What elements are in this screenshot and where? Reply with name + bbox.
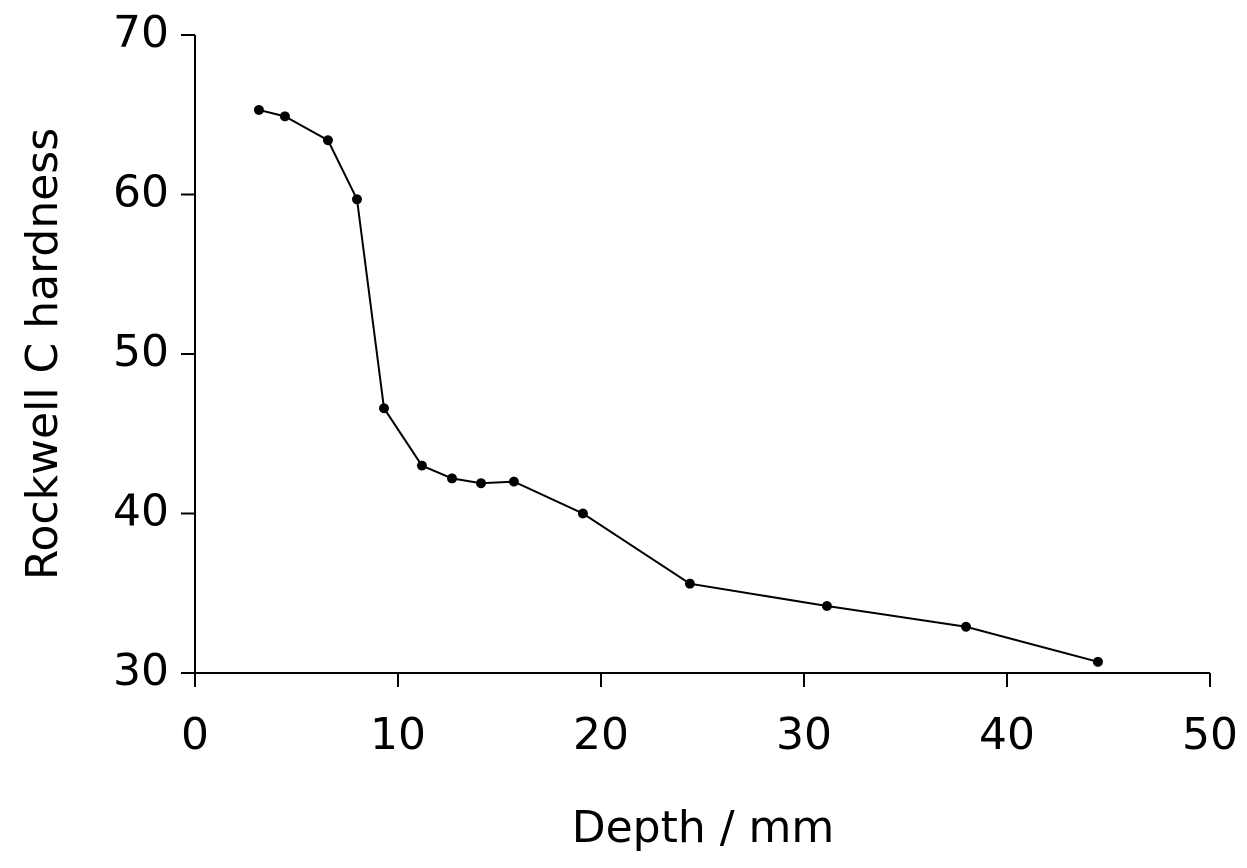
data-line [258,108,1099,663]
data-point [446,473,457,484]
data-point [577,508,588,519]
data-point [416,460,427,471]
data-point [684,578,695,589]
x-tick-label: 50 [1182,709,1238,760]
data-point [351,194,362,205]
data-point [476,478,487,489]
y-tick-label: 50 [113,326,169,377]
x-tick-label: 0 [181,709,209,760]
x-tick-label: 30 [776,709,832,760]
data-point [279,111,290,122]
data-point [322,135,333,146]
data-point [508,476,519,487]
y-tick-label: 40 [113,486,169,537]
data-point [378,403,389,414]
data-point [960,621,971,632]
x-tick-label: 10 [370,709,426,760]
data-point [253,104,264,115]
y-tick-label: 60 [113,167,169,218]
data-point [821,601,832,612]
x-axis-label: Depth / mm [572,802,835,853]
x-tick-label: 40 [979,709,1035,760]
y-tick-label: 70 [113,7,169,58]
x-tick-label: 20 [573,709,629,760]
y-tick-label: 30 [113,645,169,696]
y-axis-label: Rockwell C hardness [17,128,68,580]
data-point [1092,656,1103,667]
